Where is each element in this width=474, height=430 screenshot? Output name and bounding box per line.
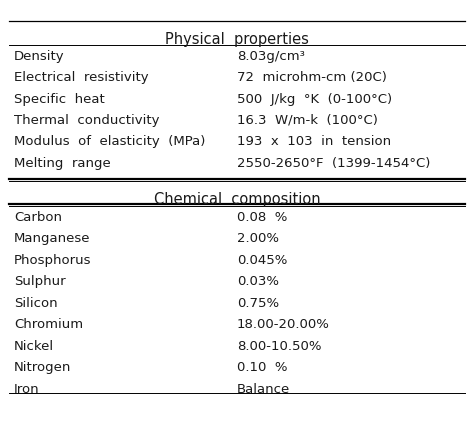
- Text: 8.03g/cm³: 8.03g/cm³: [237, 49, 305, 63]
- Text: 8.00-10.50%: 8.00-10.50%: [237, 340, 321, 353]
- Text: Chemical  composition: Chemical composition: [154, 192, 320, 207]
- Text: Iron: Iron: [14, 383, 40, 396]
- Text: 18.00-20.00%: 18.00-20.00%: [237, 318, 330, 331]
- Text: 0.75%: 0.75%: [237, 297, 279, 310]
- Text: 16.3  W/m-k  (100°C): 16.3 W/m-k (100°C): [237, 114, 378, 127]
- Text: Specific  heat: Specific heat: [14, 92, 105, 105]
- Text: 500  J/kg  °K  (0-100°C): 500 J/kg °K (0-100°C): [237, 92, 392, 105]
- Text: Physical  properties: Physical properties: [165, 32, 309, 47]
- Text: Nickel: Nickel: [14, 340, 54, 353]
- Text: Chromium: Chromium: [14, 318, 83, 331]
- Text: 0.045%: 0.045%: [237, 254, 287, 267]
- Text: 2.00%: 2.00%: [237, 233, 279, 246]
- Text: Carbon: Carbon: [14, 211, 62, 224]
- Text: Sulphur: Sulphur: [14, 275, 66, 289]
- Text: Phosphorus: Phosphorus: [14, 254, 91, 267]
- Text: Melting  range: Melting range: [14, 157, 111, 170]
- Text: 0.03%: 0.03%: [237, 275, 279, 289]
- Text: 0.10  %: 0.10 %: [237, 361, 288, 374]
- Text: Silicon: Silicon: [14, 297, 58, 310]
- Text: Balance: Balance: [237, 383, 290, 396]
- Text: Manganese: Manganese: [14, 233, 91, 246]
- Text: Modulus  of  elasticity  (MPa): Modulus of elasticity (MPa): [14, 135, 205, 148]
- Text: Thermal  conductivity: Thermal conductivity: [14, 114, 160, 127]
- Text: 0.08  %: 0.08 %: [237, 211, 287, 224]
- Text: 2550-2650°F  (1399-1454°C): 2550-2650°F (1399-1454°C): [237, 157, 430, 170]
- Text: Electrical  resistivity: Electrical resistivity: [14, 71, 149, 84]
- Text: 193  x  103  in  tension: 193 x 103 in tension: [237, 135, 391, 148]
- Text: Density: Density: [14, 49, 64, 63]
- Text: 72  microhm-cm (20C): 72 microhm-cm (20C): [237, 71, 387, 84]
- Text: Nitrogen: Nitrogen: [14, 361, 72, 374]
